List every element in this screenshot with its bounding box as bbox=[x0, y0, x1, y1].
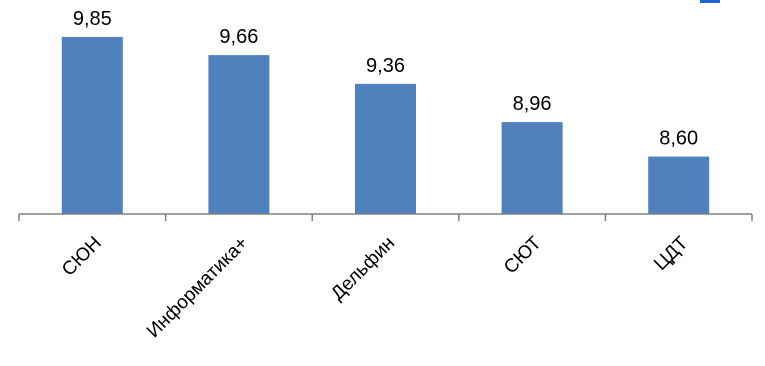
bar-value-label: 9,66 bbox=[219, 26, 258, 48]
category-label: СЮТ bbox=[500, 232, 546, 278]
bars-group bbox=[61, 36, 710, 214]
bar bbox=[648, 156, 710, 214]
bar-value-label: 9,36 bbox=[366, 55, 405, 77]
bar-value-label: 8,96 bbox=[513, 93, 552, 115]
bar bbox=[208, 55, 270, 214]
value-labels-group: 9,85 9,66 9,36 8,96 8,60 bbox=[73, 8, 698, 150]
x-axis-ticks bbox=[18, 214, 753, 221]
bar-value-label: 9,85 bbox=[73, 8, 112, 30]
category-label: ЦДТ bbox=[650, 232, 692, 274]
bar-value-label: 8,60 bbox=[659, 128, 698, 150]
category-label: СЮН bbox=[58, 233, 106, 281]
bar bbox=[501, 122, 563, 214]
bar bbox=[355, 83, 416, 214]
bar bbox=[61, 36, 123, 214]
category-label: Информатика+ bbox=[143, 233, 252, 342]
category-labels-group: СЮН Информатика+ Дельфин СЮТ ЦДТ bbox=[58, 232, 693, 342]
category-label: Дельфин bbox=[327, 233, 399, 305]
